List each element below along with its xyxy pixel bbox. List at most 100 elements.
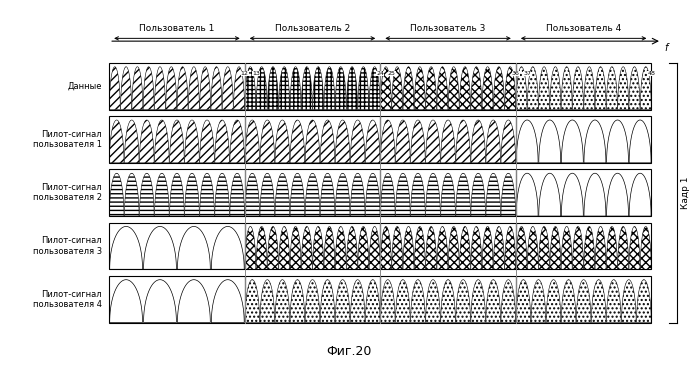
Polygon shape — [335, 280, 350, 323]
Text: 24: 24 — [376, 71, 385, 76]
Polygon shape — [456, 173, 470, 216]
Polygon shape — [335, 67, 346, 110]
Polygon shape — [527, 226, 538, 269]
Polygon shape — [410, 173, 425, 216]
Polygon shape — [396, 173, 410, 216]
Polygon shape — [275, 120, 290, 163]
Polygon shape — [110, 67, 120, 110]
Polygon shape — [154, 67, 165, 110]
Polygon shape — [410, 280, 425, 323]
Polygon shape — [369, 67, 380, 110]
Polygon shape — [380, 280, 395, 323]
Polygon shape — [380, 120, 395, 163]
Polygon shape — [245, 120, 260, 163]
Polygon shape — [591, 280, 606, 323]
Polygon shape — [256, 67, 267, 110]
Bar — [516, 276, 651, 323]
Polygon shape — [347, 226, 357, 269]
Text: 37: 37 — [523, 71, 531, 76]
Polygon shape — [527, 67, 538, 110]
Polygon shape — [493, 226, 505, 269]
Polygon shape — [358, 67, 369, 110]
Polygon shape — [335, 120, 350, 163]
Polygon shape — [621, 280, 636, 323]
Polygon shape — [256, 226, 267, 269]
Polygon shape — [396, 120, 410, 163]
Bar — [380, 170, 516, 216]
Polygon shape — [290, 280, 305, 323]
Polygon shape — [595, 67, 606, 110]
Polygon shape — [517, 173, 538, 216]
Polygon shape — [290, 120, 305, 163]
Polygon shape — [350, 120, 365, 163]
Bar — [245, 223, 380, 269]
Polygon shape — [403, 226, 414, 269]
Polygon shape — [440, 173, 455, 216]
Bar — [380, 276, 516, 323]
Polygon shape — [584, 173, 606, 216]
Polygon shape — [539, 67, 549, 110]
Polygon shape — [607, 67, 617, 110]
Bar — [516, 276, 651, 323]
Polygon shape — [177, 67, 188, 110]
Polygon shape — [140, 173, 154, 216]
Polygon shape — [640, 67, 651, 110]
Bar — [109, 63, 245, 110]
Polygon shape — [572, 226, 584, 269]
Polygon shape — [471, 280, 486, 323]
Bar — [245, 116, 380, 163]
Polygon shape — [501, 280, 516, 323]
Polygon shape — [584, 120, 606, 163]
Bar — [245, 170, 380, 216]
Polygon shape — [505, 67, 516, 110]
Polygon shape — [595, 226, 606, 269]
Polygon shape — [234, 67, 244, 110]
Polygon shape — [166, 67, 177, 110]
Bar — [109, 170, 245, 216]
Polygon shape — [607, 120, 628, 163]
Text: 25: 25 — [387, 71, 396, 76]
Polygon shape — [392, 67, 403, 110]
Polygon shape — [350, 280, 365, 323]
Polygon shape — [584, 67, 595, 110]
Text: 13: 13 — [252, 71, 260, 76]
Polygon shape — [486, 120, 500, 163]
Bar — [109, 116, 245, 163]
Polygon shape — [561, 67, 572, 110]
Polygon shape — [403, 67, 414, 110]
Polygon shape — [471, 173, 486, 216]
Polygon shape — [471, 120, 486, 163]
Polygon shape — [516, 280, 530, 323]
Polygon shape — [440, 280, 455, 323]
Polygon shape — [260, 120, 274, 163]
Bar — [109, 170, 245, 216]
Bar — [380, 63, 516, 110]
Polygon shape — [320, 173, 335, 216]
Polygon shape — [516, 67, 527, 110]
Polygon shape — [154, 173, 169, 216]
Polygon shape — [437, 226, 448, 269]
Polygon shape — [456, 280, 470, 323]
Text: 12: 12 — [241, 71, 248, 76]
Polygon shape — [618, 226, 629, 269]
Bar — [380, 170, 516, 216]
Polygon shape — [369, 226, 380, 269]
Bar — [380, 116, 516, 163]
Text: Пилот-сигнал
пользователя 3: Пилот-сигнал пользователя 3 — [33, 236, 102, 256]
Polygon shape — [335, 226, 346, 269]
Bar — [380, 276, 516, 323]
Polygon shape — [110, 280, 142, 323]
Polygon shape — [482, 226, 493, 269]
Polygon shape — [640, 226, 651, 269]
Bar — [245, 63, 380, 110]
Polygon shape — [121, 67, 132, 110]
Polygon shape — [188, 67, 200, 110]
Text: 48: 48 — [648, 71, 655, 76]
Polygon shape — [396, 280, 410, 323]
Polygon shape — [267, 67, 279, 110]
Bar — [380, 63, 516, 110]
Polygon shape — [380, 173, 395, 216]
Polygon shape — [459, 226, 470, 269]
Polygon shape — [170, 173, 184, 216]
Text: Пилот-сигнал
пользователя 1: Пилот-сигнал пользователя 1 — [34, 130, 102, 149]
